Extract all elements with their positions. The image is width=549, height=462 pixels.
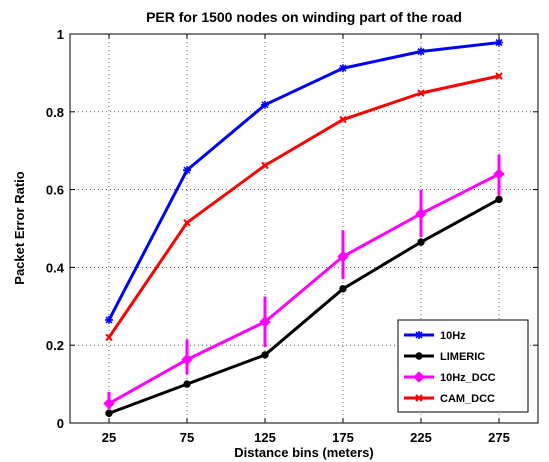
data-point xyxy=(495,195,503,204)
data-point xyxy=(415,208,427,220)
y-tick-label: 0.2 xyxy=(46,338,64,353)
data-point xyxy=(337,250,349,263)
data-point xyxy=(261,351,269,359)
data-point xyxy=(339,64,347,73)
chart-title: PER for 1500 nodes on winding part of th… xyxy=(146,9,462,25)
x-tick-label: 75 xyxy=(180,430,194,445)
y-axis-label: Packet Error Ratio xyxy=(12,171,27,284)
data-point xyxy=(339,285,347,293)
data-point xyxy=(417,238,425,246)
series-line xyxy=(107,41,500,321)
data-point xyxy=(183,218,191,227)
legend-label: 10Hz_DCC xyxy=(440,372,496,384)
data-point xyxy=(261,100,269,109)
y-tick-label: 0.8 xyxy=(46,105,64,120)
series-limeric xyxy=(105,195,503,417)
legend-label: 10Hz xyxy=(440,330,466,342)
plot-area-frame xyxy=(69,33,539,424)
x-tick-label: 125 xyxy=(254,430,276,445)
x-tick-label: 225 xyxy=(410,430,432,445)
series-10hz-dcc xyxy=(103,154,505,410)
series-cam-dcc xyxy=(105,72,503,342)
series-layer xyxy=(103,38,505,417)
data-point xyxy=(259,316,271,328)
data-point xyxy=(103,397,115,410)
legend-marker xyxy=(415,331,423,339)
axis-ticks: 25 75 125 175 225 275 0 0.2 0.4 0.6 0.8 1 xyxy=(46,27,538,445)
x-tick-label: 175 xyxy=(332,430,354,445)
legend-marker xyxy=(415,394,423,402)
series-10hz xyxy=(105,38,503,324)
x-tick-label: 25 xyxy=(102,430,116,445)
data-point xyxy=(493,168,505,180)
data-point xyxy=(183,380,191,388)
x-tick-label: 275 xyxy=(488,430,510,445)
y-tick-label: 0 xyxy=(57,416,64,431)
data-point xyxy=(261,161,269,170)
legend-label: LIMERIC xyxy=(440,351,485,363)
y-tick-label: 0.4 xyxy=(46,260,65,275)
series-line xyxy=(108,172,500,405)
data-point xyxy=(181,353,193,366)
y-tick-label: 1 xyxy=(57,27,64,42)
legend: 10Hz LIMERIC 10Hz_DCC CAM_DCC xyxy=(397,319,529,413)
data-point xyxy=(105,333,113,342)
data-point xyxy=(105,315,113,324)
series-line xyxy=(108,198,500,415)
data-point xyxy=(417,89,425,97)
x-axis-label: Distance bins (meters) xyxy=(234,445,373,460)
data-point xyxy=(495,38,503,47)
data-point xyxy=(495,72,503,80)
legend-marker xyxy=(415,352,423,360)
legend-marker xyxy=(413,371,425,383)
legend-label: CAM_DCC xyxy=(440,393,495,405)
data-point xyxy=(183,166,191,175)
data-point xyxy=(417,47,425,56)
data-point xyxy=(105,409,113,417)
data-point xyxy=(339,115,347,124)
y-tick-label: 0.6 xyxy=(46,183,64,198)
series-line xyxy=(107,74,500,339)
